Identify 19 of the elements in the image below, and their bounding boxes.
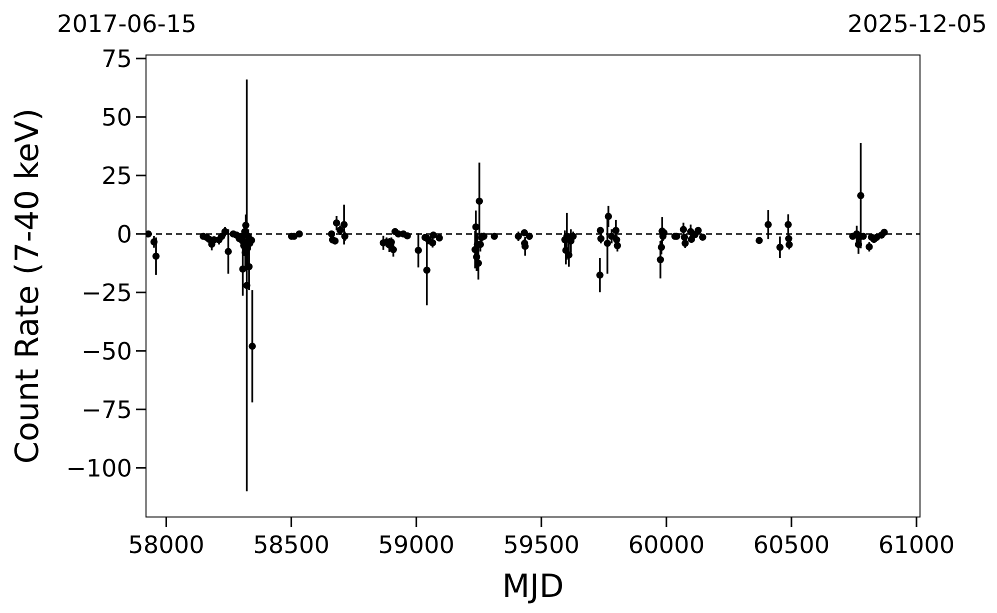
y-tick-label: −100 [66, 454, 132, 482]
x-tick-label: 60000 [628, 531, 705, 559]
x-tick-label: 58000 [128, 531, 204, 559]
y-tick-label: 75 [101, 44, 132, 73]
y-tick-label: −25 [81, 278, 132, 307]
x-tick-label: 61000 [878, 531, 955, 559]
x-tick-label: 59500 [503, 531, 580, 559]
text: 2017-06-15 [57, 10, 196, 38]
x-axis-title: MJD [502, 567, 564, 605]
x-tick-label: 59000 [378, 531, 455, 559]
y-tick-label: −75 [81, 396, 132, 424]
x-tick-label: 60500 [753, 531, 830, 559]
y-tick-label: 50 [101, 103, 132, 132]
y-tick-label: 0 [116, 220, 132, 248]
text: 2025-12-05 [848, 10, 987, 38]
y-tick-label: 25 [101, 162, 132, 190]
y-tick-label: −50 [81, 337, 132, 366]
y-axis-title: Count Rate (7-40 keV) [8, 108, 46, 464]
x-tick-label: 58500 [253, 531, 330, 559]
